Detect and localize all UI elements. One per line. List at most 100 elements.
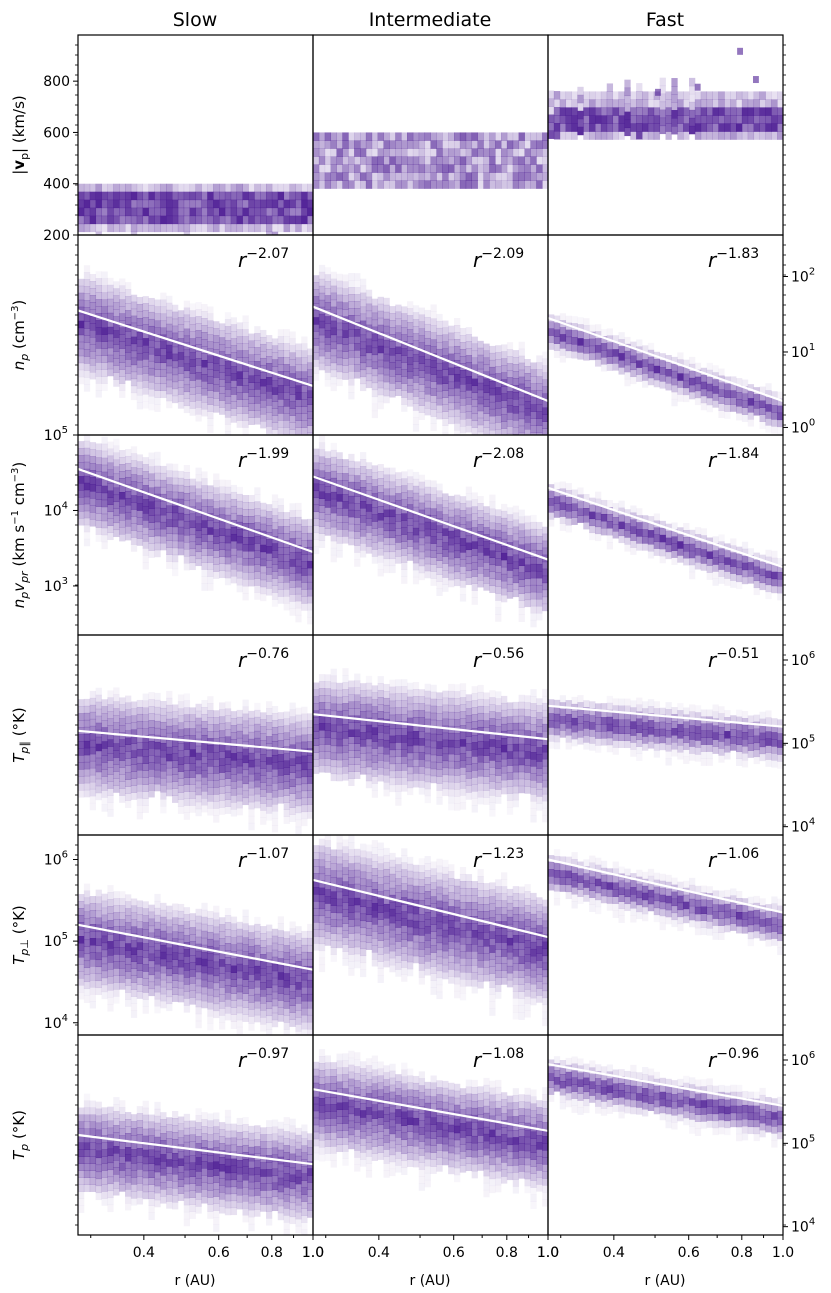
histogram-cell <box>383 732 390 741</box>
histogram-cell <box>242 207 249 217</box>
histogram-cell <box>189 303 196 311</box>
histogram-cell <box>518 432 525 435</box>
histogram-cell <box>436 790 443 798</box>
histogram-cell <box>230 183 238 193</box>
histogram-cell <box>119 520 126 528</box>
histogram-cell <box>530 362 537 370</box>
histogram-cell <box>89 274 97 282</box>
histogram-cell <box>207 513 214 521</box>
histogram-cell <box>189 485 196 494</box>
histogram-cell <box>254 578 261 586</box>
histogram-cell <box>401 348 408 356</box>
histogram-cell <box>724 564 731 572</box>
histogram-cell <box>477 148 484 157</box>
histogram-cell <box>518 614 525 623</box>
histogram-cell <box>136 191 144 201</box>
histogram-cell <box>600 350 608 358</box>
histogram-cell <box>148 755 155 763</box>
histogram-cell <box>130 453 138 461</box>
power-law-label: r−1.84 <box>708 446 759 472</box>
histogram-cell <box>207 780 214 788</box>
histogram-cell <box>647 523 655 531</box>
histogram-cell <box>283 788 290 796</box>
histogram-cell <box>401 492 408 500</box>
histogram-cell <box>659 381 666 389</box>
histogram-cell <box>301 783 308 792</box>
histogram-cell <box>330 362 337 371</box>
histogram-cell <box>318 362 326 371</box>
histogram-cell <box>242 557 249 566</box>
histogram-cell <box>342 501 349 509</box>
histogram-cell <box>136 324 144 333</box>
histogram-cell <box>207 383 214 391</box>
histogram-cell <box>301 561 308 569</box>
histogram-cell <box>442 739 449 748</box>
histogram-cell <box>242 191 249 201</box>
histogram-cell <box>577 515 584 523</box>
histogram-cell <box>741 562 749 571</box>
histogram-cell <box>512 172 520 181</box>
histogram-cell <box>483 790 490 798</box>
histogram-cell <box>89 215 97 225</box>
histogram-cell <box>183 763 191 771</box>
histogram-cell <box>765 563 772 572</box>
histogram-cell <box>630 540 637 548</box>
histogram-cell <box>401 707 408 715</box>
histogram-cell <box>342 522 349 530</box>
histogram-cell <box>201 783 208 792</box>
histogram-cell <box>736 115 743 124</box>
histogram-cell <box>83 207 91 217</box>
histogram-cell <box>377 711 384 719</box>
histogram-cell <box>172 760 179 768</box>
histogram-1-0 <box>78 265 313 435</box>
histogram-cell <box>283 711 290 719</box>
histogram-cell <box>412 180 420 189</box>
histogram-cell <box>512 540 520 549</box>
histogram-cell <box>436 148 443 157</box>
histogram-cell <box>518 586 525 595</box>
histogram-cell <box>330 341 337 350</box>
histogram-cell <box>201 583 208 591</box>
histogram-cell <box>430 564 437 572</box>
histogram-cell <box>107 802 114 810</box>
histogram-cell <box>465 334 473 342</box>
histogram-cell <box>142 499 149 507</box>
histogram-cell <box>518 376 525 385</box>
histogram-cell <box>348 335 355 344</box>
histogram-cell <box>600 123 608 132</box>
histogram-cell <box>324 723 332 731</box>
histogram-cell <box>289 183 296 193</box>
histogram-cell <box>771 391 778 399</box>
histogram-cell <box>183 398 191 407</box>
histogram-cell <box>260 343 267 352</box>
histogram-cell <box>471 164 478 173</box>
histogram-cell <box>354 140 361 149</box>
histogram-cell <box>530 453 536 460</box>
histogram-cell <box>260 817 267 825</box>
histogram-cell <box>524 365 531 374</box>
histogram-cell <box>142 721 149 729</box>
histogram-cell <box>465 563 473 572</box>
histogram-cell <box>207 341 214 349</box>
histogram-cell <box>471 541 478 549</box>
histogram-cell <box>430 550 437 558</box>
histogram-cell <box>136 468 144 476</box>
histogram-cell <box>360 480 367 488</box>
histogram-cell <box>495 593 502 601</box>
histogram-cell <box>459 517 467 525</box>
histogram-cell <box>677 387 684 395</box>
histogram-cell <box>418 488 426 497</box>
histogram-cell <box>624 537 631 545</box>
histogram-cell <box>289 517 296 525</box>
histogram-cell <box>412 368 420 376</box>
histogram-cell <box>612 356 619 364</box>
histogram-cell <box>283 392 290 400</box>
histogram-cell <box>107 347 114 356</box>
histogram-cell <box>277 357 285 365</box>
histogram-cell <box>424 148 431 157</box>
histogram-cell <box>242 406 249 414</box>
histogram-cell <box>201 741 208 750</box>
histogram-cell <box>172 360 179 369</box>
histogram-cell <box>307 616 313 625</box>
histogram-cell <box>172 191 179 201</box>
